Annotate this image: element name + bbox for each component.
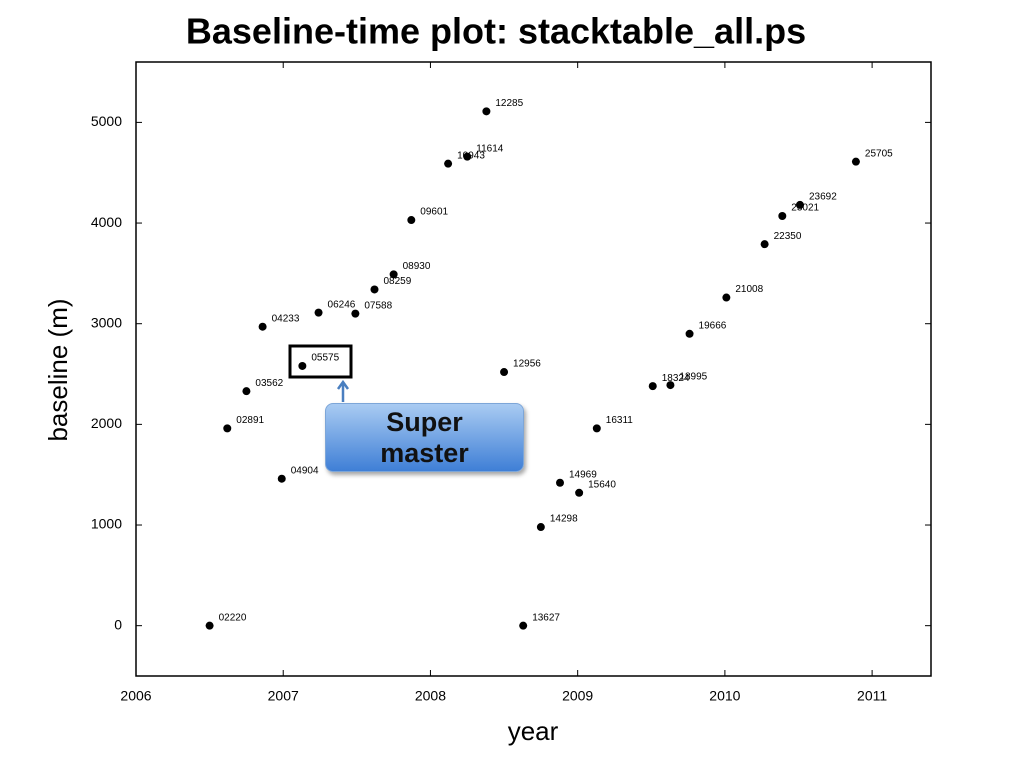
point-label: 02891	[236, 415, 264, 426]
point	[500, 368, 509, 377]
point-label: 04904	[291, 465, 319, 476]
point-label: 19666	[699, 320, 727, 331]
point-label: 08930	[403, 261, 431, 272]
point	[205, 621, 214, 630]
point	[389, 270, 398, 279]
highlight-box	[288, 344, 353, 379]
point	[242, 387, 251, 396]
x-axis-label: year	[508, 716, 559, 746]
point-label: 14298	[550, 514, 578, 525]
point-label: 18324	[662, 373, 690, 384]
point-label: 06246	[328, 299, 356, 310]
point-label: 12956	[513, 359, 541, 370]
point	[463, 152, 472, 161]
point-label: 23692	[809, 192, 837, 203]
point-label: 07588	[364, 300, 392, 311]
point-label: 13627	[532, 612, 560, 623]
point	[298, 361, 307, 370]
point	[851, 157, 860, 166]
point-label: 25705	[865, 148, 893, 159]
point	[314, 308, 323, 317]
point-label: 22350	[774, 231, 802, 242]
point-label: 23021	[791, 203, 819, 214]
y-tick-label: 3000	[91, 314, 122, 330]
point	[666, 381, 675, 390]
point	[556, 478, 564, 487]
point	[778, 212, 787, 221]
point-label: 08259	[384, 276, 412, 287]
x-tick-label: 2009	[562, 688, 593, 704]
y-axis-label: baseline (m)	[43, 298, 73, 441]
point	[536, 523, 545, 532]
point-label: 10943	[457, 150, 485, 161]
point-label: 05575	[311, 353, 339, 364]
point	[258, 322, 267, 331]
point-label: 16311	[606, 415, 634, 426]
point	[277, 474, 286, 483]
point-label: 15640	[588, 479, 616, 490]
point	[482, 107, 491, 116]
point	[722, 293, 731, 302]
point-label: 02220	[219, 612, 247, 623]
callout-arrow	[336, 379, 350, 402]
point	[407, 216, 416, 225]
plot-frame	[135, 61, 932, 677]
x-tick-label: 2008	[415, 688, 446, 704]
callout: Super master	[325, 403, 524, 472]
point	[685, 329, 694, 338]
point	[351, 309, 360, 318]
point-label: 12285	[495, 98, 523, 109]
x-tick-label: 2006	[120, 688, 151, 704]
point	[575, 488, 584, 497]
point-label: 11614	[476, 143, 504, 154]
x-tick-label: 2007	[268, 688, 299, 704]
point	[519, 621, 528, 630]
y-tick-label: 5000	[91, 113, 122, 129]
point	[223, 424, 232, 433]
point	[648, 382, 657, 391]
point-label: 14969	[569, 469, 597, 480]
x-tick-label: 2011	[857, 688, 887, 704]
y-tick-label: 0	[114, 616, 122, 632]
y-tick-label: 2000	[91, 415, 122, 431]
y-tick-label: 4000	[91, 214, 122, 230]
x-tick-label: 2010	[709, 688, 740, 704]
point-label: 09601	[420, 207, 448, 218]
point	[795, 200, 804, 209]
chart-title: Baseline-time plot: stacktable_all.ps	[186, 11, 806, 52]
point	[592, 424, 601, 433]
point-label: 04233	[272, 313, 300, 324]
point	[444, 159, 453, 168]
y-tick-label: 1000	[91, 516, 122, 532]
point-label: 03562	[255, 378, 283, 389]
point-label: 18995	[679, 372, 707, 383]
point-label: 21008	[735, 284, 763, 295]
point	[760, 240, 769, 249]
point	[370, 285, 379, 294]
